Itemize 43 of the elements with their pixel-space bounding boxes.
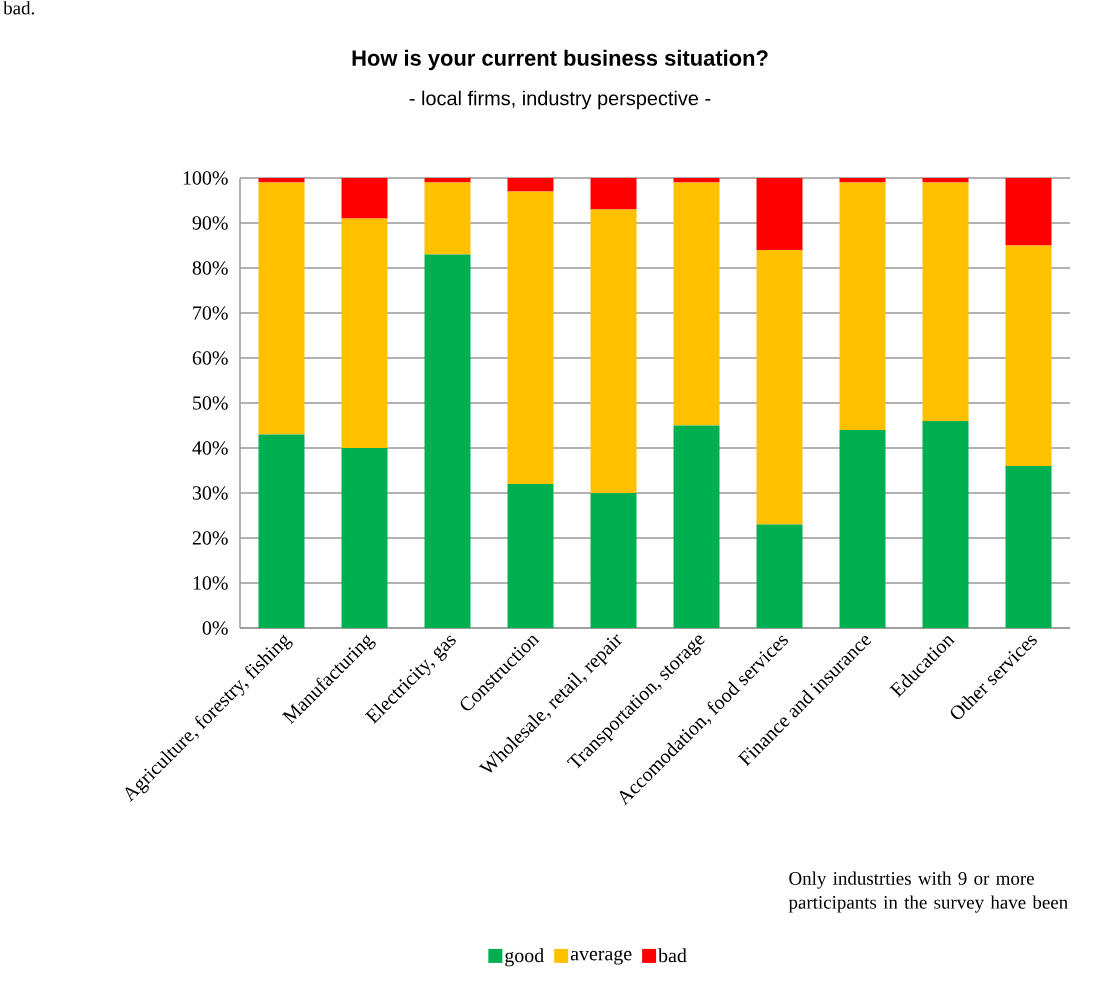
legend-label: average [570,950,632,965]
bar [590,209,637,493]
bar [507,191,554,484]
bar [756,524,803,628]
bar [341,218,388,448]
bar [590,177,637,210]
legend-label: good [505,948,544,967]
y-tick-label: 100% [183,171,228,185]
bar [756,177,803,250]
chart-subtitle: - local firms, industry perspective - [409,90,711,110]
y-tick-label: 10% [193,576,228,590]
bar [1005,465,1052,628]
bar [922,420,969,628]
bar [507,177,554,192]
bar [258,182,305,435]
chart-title: How is your current business situation? [352,49,768,71]
y-tick-label: 0% [202,621,228,635]
y-tick-label: 90% [192,216,228,230]
y-tick-label: 30% [192,486,228,500]
y-tick-label: 60% [192,351,228,365]
y-tick-label: 80% [192,261,228,275]
legend-label: bad [658,948,687,963]
bar [673,182,720,426]
bar [922,182,969,421]
y-tick-label: 70% [193,306,228,320]
bar [341,447,388,628]
bar [424,182,471,255]
bar [839,182,886,430]
bar [424,254,471,628]
bar [341,177,388,219]
bar [258,434,305,628]
y-tick-label: 40% [192,441,228,455]
bar [1005,177,1052,246]
text: Only industrties with 9 or more participants in the survey have been [788,871,1068,913]
bar [590,492,637,628]
bar [839,429,886,628]
bar [673,425,720,628]
y-tick-label: 20% [192,531,228,545]
bar [507,483,554,628]
bar [1005,245,1052,466]
text: bad. [3,1,35,15]
bar [756,249,803,525]
y-tick-label: 50% [193,396,228,410]
